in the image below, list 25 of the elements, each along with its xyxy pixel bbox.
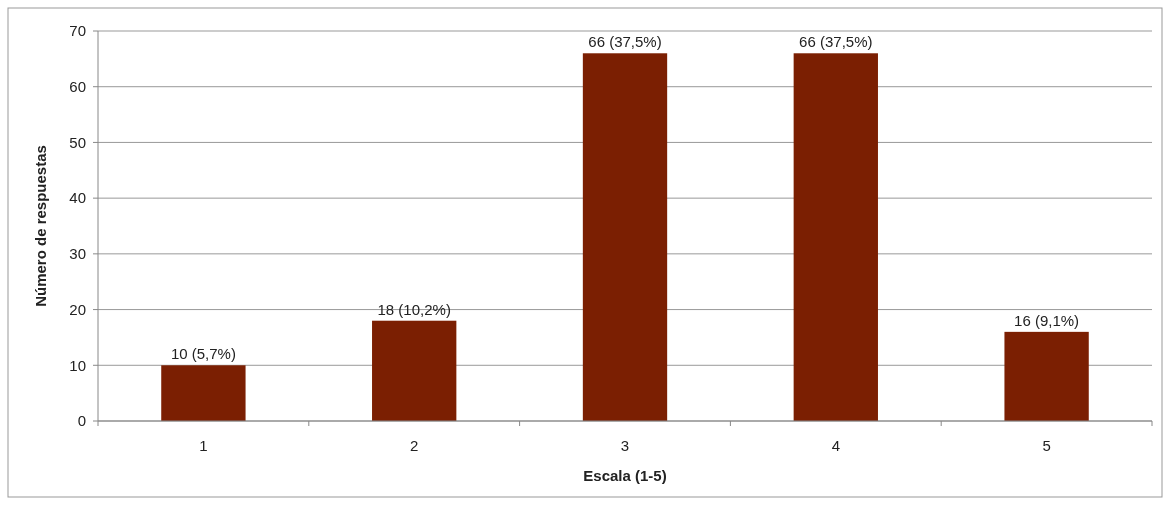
data-label: 16 (9,1%) bbox=[1014, 311, 1080, 329]
bar bbox=[372, 320, 457, 421]
data-label: 18 (10,2%) bbox=[377, 300, 451, 318]
bar bbox=[1004, 331, 1089, 421]
data-label: 10 (5,7%) bbox=[170, 345, 236, 363]
bar bbox=[161, 365, 246, 421]
data-label: 66 (37,5%) bbox=[588, 33, 662, 51]
y-tick-label: 0 bbox=[77, 412, 86, 430]
y-axis-title: Número de respuestas bbox=[32, 145, 49, 307]
y-tick-label: 30 bbox=[69, 245, 86, 263]
x-tick-label: 2 bbox=[410, 437, 419, 454]
x-tick-label: 5 bbox=[1042, 437, 1051, 454]
x-tick-label: 1 bbox=[199, 437, 208, 454]
data-label: 66 (37,5%) bbox=[799, 33, 873, 51]
bar bbox=[793, 53, 878, 421]
x-tick-label: 3 bbox=[620, 437, 630, 454]
bar bbox=[582, 53, 668, 421]
x-tick-label: 4 bbox=[831, 437, 840, 454]
y-tick-label: 50 bbox=[69, 133, 86, 151]
y-tick-label: 20 bbox=[69, 300, 86, 318]
y-tick-label: 70 bbox=[69, 22, 86, 40]
y-tick-label: 10 bbox=[69, 356, 86, 374]
x-axis-title: Escala (1-5) bbox=[583, 467, 667, 484]
y-tick-label: 60 bbox=[69, 77, 86, 95]
y-tick-label: 40 bbox=[69, 189, 86, 207]
